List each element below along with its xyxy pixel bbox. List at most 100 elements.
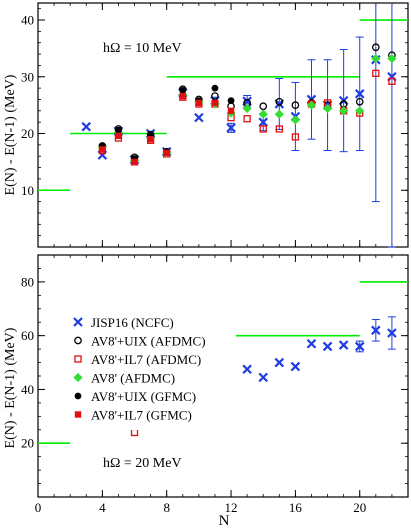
panel-0-frame [37, 2, 409, 248]
panel-0-series-3-point-18 [387, 54, 397, 64]
legend-entry-3: AV8' (AFDMC) [73, 371, 175, 386]
panel-1-x-tick-label-3: 12 [225, 500, 238, 515]
panel-0-series-4-point-5 [179, 86, 187, 94]
panel-0-series-3-point-17 [371, 54, 381, 64]
panel-0-y-tick-label-1: 20 [21, 126, 34, 141]
panel-0-series-5 [99, 92, 235, 166]
bottom-panel-annotation: hΩ = 20 MeV [103, 456, 182, 471]
panel-1-axes [37, 254, 409, 498]
panel-0-series-5-point-5 [179, 92, 186, 100]
panel-0-series-1-point-12 [291, 101, 300, 109]
panel-0-series-5-point-2 [131, 158, 138, 166]
panel-0-series-1-point-11 [275, 97, 284, 106]
panel-1-x-tick-label-2: 8 [163, 500, 170, 515]
legend-background [70, 312, 236, 430]
legend-marker-4 [74, 392, 82, 400]
panel-1-y-tick-label-2: 60 [21, 328, 34, 343]
legend-marker-3 [73, 372, 83, 383]
legend-entry-5: AV8'+IL7 (GFMC) [74, 408, 192, 423]
panel-0-series-5-point-4 [163, 149, 170, 157]
panel-0-series-2-point-12 [291, 133, 300, 141]
legend-entry-1: AV8'+UIX (AFDMC) [74, 334, 206, 349]
legend-label-1: AV8'+UIX (AFDMC) [91, 334, 206, 349]
panel-0-series-2-point-11 [275, 125, 283, 133]
panel-0-series-0-point-9 [226, 123, 236, 133]
legend-label-2: AV8'+IL7 (AFDMC) [91, 352, 201, 367]
panel-0-series-3-point-13 [306, 100, 317, 110]
panel-1-series-2-point-2 [130, 428, 139, 437]
panel-0-series-0-point-11 [258, 117, 268, 127]
bottom-panel-y-axis-label: E(N) - E(N-1) (MeV) [3, 327, 18, 448]
legend-label-4: AV8'+UIX (GFMC) [91, 389, 196, 404]
panel-0-series-4-point-1 [115, 126, 122, 134]
panel-1-y-tick-label-0: 20 [21, 436, 34, 451]
panel-0-series-0-errorbar-18 [371, 3, 380, 203]
legend-marker-0 [73, 317, 83, 327]
legend-label-0: JISP16 (NCFC) [91, 315, 174, 330]
panel-0-axes [37, 2, 409, 248]
top-panel-y-axis-label: E(N) - E(N-1) (MeV) [3, 74, 18, 195]
panel-0-series-1-point-7 [211, 92, 219, 100]
legend-entry-4: AV8'+UIX (GFMC) [74, 389, 196, 404]
legend-label-5: AV8'+IL7 (GFMC) [91, 408, 192, 423]
panel-1-y-tick-label-3: 80 [21, 274, 34, 289]
panel-1-x-tick-label-4: 16 [289, 500, 303, 515]
panel-1-series-0-point-17 [354, 341, 365, 352]
panel-0-y-tick-label-3: 40 [21, 13, 34, 28]
panel-0-series-5-point-3 [147, 135, 154, 143]
panel-1-series-0-point-18 [371, 325, 381, 336]
panel-0-series-1-point-17 [371, 43, 380, 52]
panel-0-y-tick-label-2: 30 [21, 69, 34, 84]
panel-0-series-3 [97, 54, 397, 166]
panel-0-series-3-point-10 [258, 109, 268, 119]
panel-0-series-4-point-8 [227, 97, 235, 104]
panel-0-series-5-point-8 [227, 107, 235, 115]
panel-0-series-5-point-6 [195, 99, 203, 107]
legend-label-3: AV8' (AFDMC) [91, 371, 175, 386]
panel-1-x-tick-label-5: 20 [353, 500, 366, 515]
panel-0-series-3-point-16 [355, 106, 365, 116]
panel-0-series-2-point-10 [259, 125, 267, 133]
panel-1-y-tick-label-1: 40 [21, 382, 34, 397]
panel-1-series-0-point-11 [258, 372, 268, 383]
panel-0-series-1-point-16 [355, 97, 364, 106]
panel-0-series-0-point-7 [194, 112, 204, 123]
legend-marker-5 [74, 411, 82, 418]
panel-0-series-4-point-7 [211, 84, 219, 92]
panel-0-series-3-point-9 [242, 103, 252, 114]
panel-0-series-5-point-7 [211, 99, 219, 107]
panel-1-series-0-point-10 [242, 364, 252, 375]
panel-0-series-2 [98, 69, 396, 166]
panel-0-series-0-point-17 [354, 89, 365, 99]
top-panel-annotation: hΩ = 10 MeV [103, 41, 182, 56]
panel-1-series-0-point-15 [322, 341, 333, 352]
legend-marker-2 [74, 355, 82, 363]
panel-0-series-2-point-18 [388, 77, 396, 85]
panel-0-series-3-point-15 [339, 106, 349, 116]
panel-0-series-5-point-0 [99, 146, 106, 153]
panel-0-series-5-point-1 [115, 132, 122, 139]
panel-0-y-tick-label-0: 10 [21, 183, 34, 198]
legend-entry-0: JISP16 (NCFC) [73, 315, 174, 330]
panel-0-series-2-point-17 [372, 69, 380, 78]
legend-marker-1 [74, 336, 82, 345]
panel-0-series-3-point-11 [274, 109, 284, 119]
panel-0-series-0-errorbar-19 [387, 3, 396, 248]
panel-0-series-0-point-0 [81, 121, 92, 132]
panel-1-x-tick-label-1: 4 [99, 500, 106, 515]
panel-1-x-tick-label-0: 0 [35, 500, 42, 515]
top-panel: hΩ = 10 MeV E(N) - E(N-1) (MeV) 10 20 30 40 [3, 2, 409, 248]
panel-0-series-3-point-14 [322, 103, 333, 114]
panel-1-series-0-point-14 [306, 338, 317, 349]
panel-0-series-3-point-12 [290, 115, 300, 125]
legend-entry-2: AV8'+IL7 (AFDMC) [74, 352, 201, 367]
panel-1-series-0-point-19 [387, 328, 397, 338]
legend: JISP16 (NCFC) AV8'+UIX (AFDMC) AV8'+IL7 (A… [70, 312, 236, 430]
panel-0-series-1-point-10 [259, 102, 268, 111]
panel-0-series-2-point-9 [243, 115, 251, 123]
panel-1-series-0-point-12 [274, 357, 285, 368]
panel-0-series-0 [81, 3, 397, 248]
x-axis-label: N [219, 513, 230, 529]
panel-1-series-0-point-16 [338, 340, 349, 350]
